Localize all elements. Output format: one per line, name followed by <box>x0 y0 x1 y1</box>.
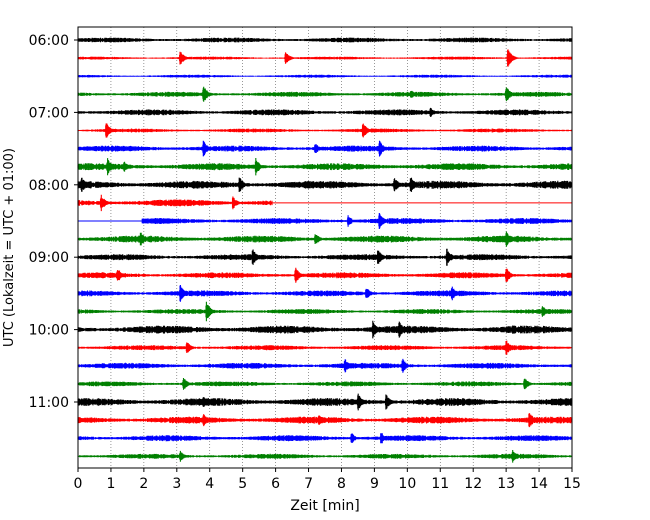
seismic-trace-0645 <box>77 86 573 102</box>
y-tick-label: 09:00 <box>29 250 69 266</box>
y-tick-label: 07:00 <box>29 105 69 121</box>
x-tick-label: 4 <box>205 476 214 492</box>
x-tick-label: 2 <box>139 476 148 492</box>
x-tick-label: 12 <box>464 476 482 492</box>
y-axis-ticks: 06:00 07:00 08:00 09:00 10:00 11:00 <box>29 33 78 411</box>
x-tick-label: 8 <box>337 476 346 492</box>
seismic-trace-0945 <box>77 301 573 322</box>
seismic-trace-0830 <box>141 213 573 229</box>
seismic-trace-0715 <box>77 123 573 138</box>
seismic-trace-0845 <box>77 231 573 247</box>
seismic-trace-1130 <box>77 433 573 444</box>
y-tick-label: 08:00 <box>29 178 69 194</box>
seismic-trace-0730 <box>77 140 573 157</box>
seismic-trace-1030 <box>77 358 573 373</box>
seismic-trace-0930 <box>77 285 573 302</box>
seismic-trace-0915 <box>77 267 573 283</box>
seismic-trace-0700 <box>77 107 573 117</box>
seismic-trace-1100 <box>77 393 573 411</box>
y-tick-label: 06:00 <box>29 33 69 49</box>
x-tick-label: 9 <box>370 476 379 492</box>
seismic-trace-1015 <box>77 340 573 355</box>
x-tick-label: 15 <box>563 476 581 492</box>
x-tick-label: 5 <box>238 476 247 492</box>
x-axis-ticks: 0 1 2 3 4 5 6 7 8 9 10 11 12 13 14 15 <box>74 468 581 492</box>
x-axis-label: Zeit [min] <box>290 498 359 514</box>
trace-group <box>77 37 573 463</box>
x-tick-label: 1 <box>106 476 115 492</box>
seismic-trace-1145 <box>77 450 573 463</box>
x-tick-label: 0 <box>74 476 83 492</box>
x-tick-label: 6 <box>271 476 280 492</box>
seismic-trace-0900 <box>77 248 573 266</box>
x-tick-label: 3 <box>172 476 181 492</box>
x-tick-label: 7 <box>304 476 313 492</box>
seismic-trace-0800 <box>77 177 573 192</box>
y-axis-label: UTC (Lokalzeit = UTC + 01:00) <box>2 148 17 347</box>
seismic-trace-0630 <box>77 74 573 78</box>
seismic-trace-0815 <box>77 194 273 212</box>
seismic-trace-1115 <box>77 413 573 428</box>
seismic-trace-1000 <box>77 320 573 339</box>
plot-frame <box>77 26 573 469</box>
x-tick-label: 14 <box>530 476 548 492</box>
x-tick-label: 11 <box>431 476 449 492</box>
y-tick-label: 10:00 <box>29 323 69 339</box>
seismic-trace-0600 <box>77 37 573 43</box>
seismic-trace-0615 <box>77 49 573 67</box>
y-tick-label: 11:00 <box>29 395 69 411</box>
x-tick-label: 13 <box>497 476 515 492</box>
seismic-trace-1045 <box>77 378 573 390</box>
x-tick-label: 10 <box>398 476 416 492</box>
seismic-trace-0745 <box>77 158 573 176</box>
